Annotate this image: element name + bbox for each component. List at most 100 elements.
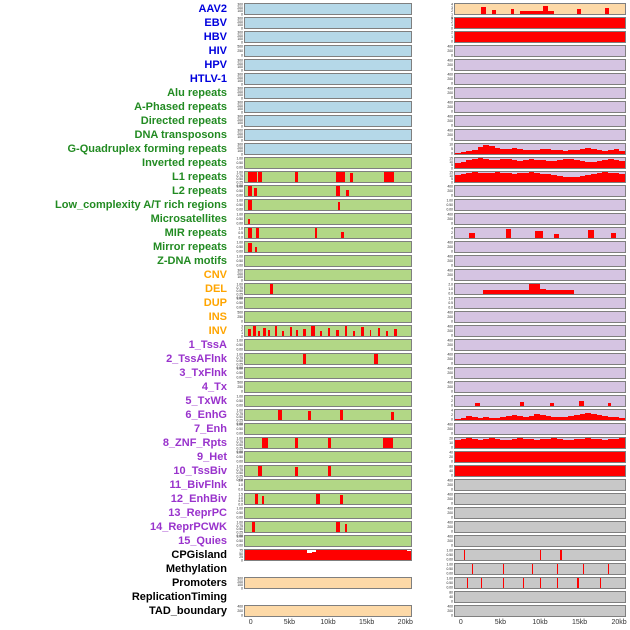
signal-bar <box>253 326 256 336</box>
track-plot <box>244 199 412 211</box>
track-right: 1.00 0.50 0.00 <box>442 549 626 561</box>
signal-fill <box>455 32 625 42</box>
signal-area <box>455 410 625 420</box>
track-right: 80 40 0 <box>442 465 626 477</box>
y-axis-ticks: 80 40 0 <box>449 590 453 604</box>
y-axis-ticks: 1.00 0.50 0.00 <box>236 240 243 254</box>
track-plot <box>454 563 626 575</box>
track-left: 300 200 100 0 <box>232 31 412 44</box>
track-plot <box>244 3 412 15</box>
track-right: 400 200 0 <box>442 255 626 267</box>
track-right: 40 20 0 <box>442 451 626 463</box>
x-axis-tick: 15kb <box>571 619 588 626</box>
y-axis-ticks: 1.00 0.50 0.00 <box>446 576 453 590</box>
signal-area <box>245 550 411 560</box>
track-row: 10_TssBiv 1.00 0.75 0.50 0.25 0.00 80 40 0 <box>0 464 630 482</box>
track-left: 1.00 0.50 0.00 <box>232 185 412 197</box>
y-axis-ticks: 300 200 100 0 <box>237 58 243 73</box>
signal-bar <box>540 578 542 588</box>
track-row: 5_TxWk 1.00 0.50 0.00 4 2 0 <box>0 394 630 408</box>
y-axis-ticks: 400 200 0 <box>447 534 453 548</box>
track-row: 3_TxFlnk 1.00 0.50 0.00 400 200 0 <box>0 366 630 380</box>
track-plot <box>454 115 626 127</box>
signal-bar <box>519 401 524 406</box>
signal-bar <box>269 284 274 294</box>
y-axis-ticks: 1.00 0.50 0.00 <box>236 198 243 212</box>
row-label: 13_ReprPC <box>168 507 227 519</box>
signal-bar <box>294 172 299 182</box>
y-axis-ticks: 400 200 0 <box>237 604 243 618</box>
track-plot <box>454 437 626 449</box>
track-plot <box>454 423 626 435</box>
track-plot <box>244 381 412 393</box>
y-axis-ticks: 400 200 0 <box>447 86 453 100</box>
track-row: HTLV-1 300 200 100 0 400 200 0 <box>0 72 630 86</box>
y-axis-ticks: 1.0 0.5 0.0 <box>238 226 243 240</box>
row-label: INS <box>208 311 227 323</box>
track-plot <box>454 59 626 71</box>
y-axis-ticks: 1.00 0.75 0.50 0.25 0.00 <box>236 464 243 482</box>
track-row: Alu repeats 300 200 100 0 400 200 0 <box>0 86 630 100</box>
signal-bar <box>254 187 258 196</box>
signal-bar <box>577 9 581 14</box>
track-plot <box>454 3 626 15</box>
signal-bar <box>255 228 260 238</box>
y-axis-ticks: 400 200 0 <box>447 422 453 436</box>
track-plot <box>244 409 412 421</box>
track-right: 400 200 0 <box>442 185 626 197</box>
track-plot <box>454 605 626 617</box>
track-right: 400 200 0 <box>442 605 626 617</box>
track-row: Promoters 300 200 100 0 1.00 0.50 0.00 <box>0 576 630 590</box>
track-row: Mirror repeats 1.00 0.50 0.00 400 200 0 <box>0 240 630 254</box>
track-plot <box>244 395 412 407</box>
signal-bar <box>328 328 331 336</box>
track-right: 1.00 0.50 0.00 <box>442 563 626 575</box>
x-axis-tick: 10kb <box>532 619 548 626</box>
signal-bar <box>468 232 476 238</box>
signal-bar <box>475 402 481 406</box>
row-label: 9_Het <box>197 451 227 463</box>
track-plot <box>454 577 626 589</box>
track-plot <box>244 283 412 295</box>
y-axis-ticks: 1.00 0.50 0.00 <box>236 422 243 436</box>
track-row: 15_Quies 1.00 0.50 0.00 400 200 0 <box>0 534 630 548</box>
y-axis-ticks: 1.00 0.50 0.00 <box>236 254 243 268</box>
y-axis-ticks: 2.0 1.0 0.0 <box>238 478 243 492</box>
signal-bar <box>254 494 259 504</box>
y-axis-ticks: 1.00 0.50 0.00 <box>446 562 453 576</box>
track-plot <box>454 339 626 351</box>
track-row: AAV2 300 200 100 0 4 3 2 1 0 <box>0 2 630 20</box>
signal-bar <box>319 331 322 336</box>
row-label: L2 repeats <box>171 185 227 197</box>
y-axis-ticks: 400 200 0 <box>447 380 453 394</box>
signal-bar <box>254 247 258 252</box>
row-label: MIR repeats <box>164 227 227 239</box>
track-plot <box>244 129 412 141</box>
signal-bar <box>550 403 554 406</box>
signal-bar <box>611 233 617 238</box>
track-plot <box>454 31 626 43</box>
y-axis-ticks: 1.00 0.75 0.50 0.25 0.00 <box>236 408 243 426</box>
signal-bar <box>511 9 515 14</box>
row-label: HBV <box>203 31 227 43</box>
signal-bar <box>336 330 339 336</box>
track-left: 2.0 1.0 0.0 <box>232 479 412 491</box>
signal-bar <box>336 522 340 532</box>
y-axis-ticks: 1.00 0.50 0.00 <box>236 212 243 226</box>
signal-bar <box>337 201 341 210</box>
track-plot <box>454 213 626 225</box>
track-plot <box>244 311 412 323</box>
x-axis-tick: 15kb <box>359 619 375 626</box>
track-plot <box>244 577 412 589</box>
track-plot <box>454 465 626 477</box>
track-plot <box>454 241 626 253</box>
track-plot <box>244 423 412 435</box>
signal-bar <box>502 578 504 588</box>
track-left: 1.00 0.50 0.00 <box>232 507 412 519</box>
track-left: 300 200 100 0 <box>232 577 412 590</box>
